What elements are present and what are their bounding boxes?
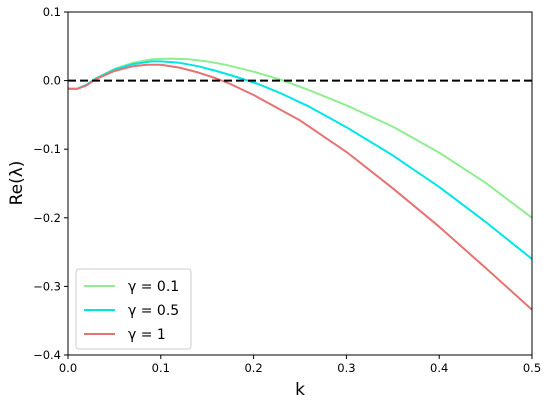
- series-lines: [68, 57, 533, 311]
- series-line-1: [68, 60, 533, 260]
- x-tick-label: 0.1: [152, 361, 170, 375]
- legend-label-gamma-1: γ = 1: [128, 327, 166, 343]
- y-tick-label: −0.4: [33, 348, 61, 362]
- x-tick-label: 0.0: [59, 361, 77, 375]
- y-tick-label: 0.0: [43, 74, 61, 88]
- series-line-0: [68, 57, 533, 219]
- x-tick-label: 0.2: [244, 361, 262, 375]
- x-tick-label: 0.3: [337, 361, 355, 375]
- y-axis: 0.1 0.0 −0.1 −0.2 −0.3 −0.4: [33, 5, 68, 362]
- x-tick-label: 0.4: [430, 361, 448, 375]
- y-tick-label: −0.1: [33, 142, 61, 156]
- legend-label-gamma-0-1: γ = 0.1: [128, 279, 179, 295]
- x-axis-label: k: [295, 380, 305, 400]
- legend: γ = 0.1 γ = 0.5 γ = 1: [75, 268, 192, 350]
- legend-box: [75, 268, 192, 350]
- legend-label-gamma-0-5: γ = 0.5: [128, 303, 179, 319]
- y-axis-label: Re(λ): [7, 161, 27, 206]
- y-tick-label: −0.2: [33, 211, 61, 225]
- y-tick-label: 0.1: [43, 5, 61, 19]
- series-line-2: [68, 63, 533, 311]
- x-tick-label: 0.5: [523, 361, 541, 375]
- y-tick-label: −0.3: [33, 279, 61, 293]
- plot-frame: [67, 11, 533, 356]
- x-axis: 0.0 0.1 0.2 0.3 0.4 0.5: [59, 355, 541, 375]
